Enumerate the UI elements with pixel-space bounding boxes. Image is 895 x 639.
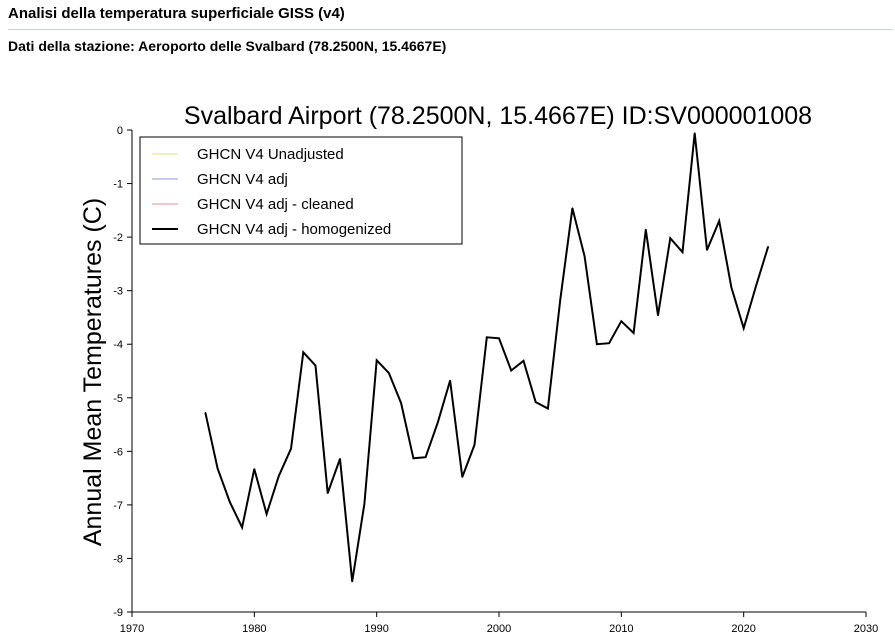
data-point-1977 — [216, 467, 219, 470]
station-heading: Dati della stazione: Aeroporto delle Sva… — [8, 38, 447, 54]
legend-box — [139, 136, 463, 245]
y-tick-label: 0 — [117, 125, 123, 137]
data-point-2008 — [596, 343, 598, 346]
y-tick-label: -7 — [113, 500, 123, 512]
x-tick-label: 2020 — [731, 623, 755, 635]
legend-label: GHCN V4 adj - cleaned — [197, 196, 354, 213]
data-point-2004 — [547, 407, 549, 410]
chart-title: Svalbard Airport (78.2500N, 15.4667E) ID… — [184, 102, 812, 130]
y-tick-label: -2 — [113, 232, 123, 244]
data-point-1984 — [302, 351, 305, 354]
y-tick-label: -5 — [113, 393, 123, 405]
data-point-2019 — [730, 286, 733, 289]
data-point-2003 — [534, 401, 537, 403]
data-point-1993 — [412, 457, 415, 460]
data-point-2020 — [742, 327, 745, 330]
data-point-2018 — [718, 220, 720, 222]
data-point-2017 — [706, 249, 708, 251]
y-tick-label: -6 — [113, 446, 123, 458]
y-axis-title: Annual Mean Temperatures (C) — [79, 198, 107, 546]
data-point-1996 — [449, 379, 451, 382]
x-tick-label: 1980 — [242, 623, 266, 635]
data-point-2005 — [559, 299, 561, 302]
data-point-2012 — [645, 228, 647, 231]
data-point-1998 — [473, 444, 476, 446]
data-point-2001 — [510, 369, 512, 372]
data-point-2010 — [620, 320, 623, 323]
chart-legend: GHCN V4 Unadjusted GHCN V4 adj GHCN V4 adj… — [139, 136, 463, 245]
x-tick-label: 2030 — [854, 623, 878, 635]
data-point-2011 — [632, 332, 635, 334]
data-point-1976 — [204, 412, 207, 414]
y-tick-label: -8 — [113, 553, 123, 565]
data-point-1991 — [388, 372, 390, 374]
data-point-2021 — [755, 285, 757, 288]
data-point-1985 — [314, 364, 317, 367]
legend-label: GHCN V4 adj — [197, 171, 288, 188]
data-point-1979 — [241, 526, 243, 529]
x-tick-label: 1990 — [364, 623, 388, 635]
data-point-1997 — [461, 476, 464, 478]
data-point-2007 — [583, 255, 586, 258]
data-point-2015 — [681, 251, 684, 253]
data-point-2009 — [608, 342, 610, 345]
page-heading: Analisi della temperatura superficiale G… — [8, 4, 893, 30]
data-point-1999 — [486, 336, 488, 339]
data-point-1986 — [326, 492, 329, 494]
data-point-2000 — [498, 337, 500, 340]
y-tick-label: -1 — [113, 179, 123, 191]
data-point-1995 — [437, 421, 439, 424]
data-point-2022 — [767, 246, 769, 248]
data-point-2002 — [522, 360, 525, 362]
data-point-2013 — [657, 314, 659, 317]
legend-label: GHCN V4 Unadjusted — [197, 146, 344, 163]
data-point-1982 — [278, 475, 280, 477]
data-point-1990 — [375, 359, 378, 362]
data-point-1983 — [290, 447, 292, 450]
y-tick-label: -4 — [113, 339, 123, 351]
data-point-1989 — [363, 503, 366, 505]
x-tick-label: 2010 — [609, 623, 633, 635]
data-point-2016 — [693, 132, 696, 134]
data-point-1978 — [229, 501, 231, 504]
data-point-1988 — [351, 580, 354, 583]
y-tick-label: -9 — [113, 607, 123, 619]
data-point-2014 — [669, 237, 672, 239]
data-point-1994 — [424, 456, 427, 459]
data-point-1981 — [265, 513, 268, 515]
y-tick-label: -3 — [113, 286, 123, 298]
legend-label: GHCN V4 adj - homogenized — [197, 221, 391, 238]
chart-axes: 0 -1 -2 -3 -4 -5 -6 -7 -8 -9 1970 1980 1990 2000 2010 2… — [113, 125, 878, 635]
x-tick-label: 2000 — [487, 623, 511, 635]
data-point-1987 — [339, 458, 341, 460]
data-point-1992 — [400, 402, 402, 404]
data-point-1980 — [253, 468, 256, 470]
chart-series — [204, 132, 770, 583]
data-point-2006 — [571, 207, 574, 209]
x-tick-label: 1970 — [120, 623, 144, 635]
